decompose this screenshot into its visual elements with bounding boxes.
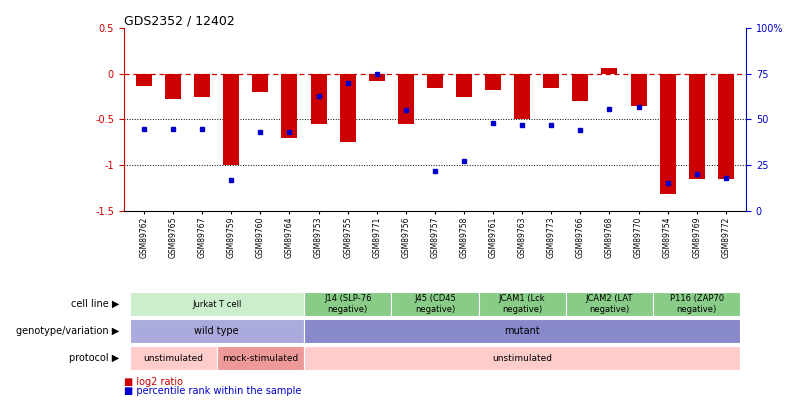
- Bar: [252, 74, 268, 92]
- FancyBboxPatch shape: [129, 292, 304, 316]
- Bar: [514, 74, 530, 119]
- Bar: [602, 68, 618, 74]
- Bar: [717, 74, 734, 179]
- Text: mock-stimulated: mock-stimulated: [223, 354, 298, 362]
- Text: ■ percentile rank within the sample: ■ percentile rank within the sample: [124, 386, 301, 396]
- Text: Jurkat T cell: Jurkat T cell: [192, 300, 242, 309]
- Bar: [485, 74, 501, 90]
- Bar: [165, 74, 181, 99]
- Bar: [630, 74, 646, 106]
- Bar: [340, 74, 356, 142]
- FancyBboxPatch shape: [653, 292, 741, 316]
- Bar: [427, 74, 443, 87]
- Bar: [223, 74, 239, 165]
- FancyBboxPatch shape: [304, 292, 391, 316]
- Text: unstimulated: unstimulated: [492, 354, 552, 362]
- Bar: [369, 74, 385, 81]
- FancyBboxPatch shape: [479, 292, 566, 316]
- Bar: [572, 74, 588, 101]
- Text: JCAM2 (LAT
negative): JCAM2 (LAT negative): [586, 294, 633, 314]
- Bar: [660, 74, 676, 194]
- FancyBboxPatch shape: [391, 292, 479, 316]
- Text: J14 (SLP-76
negative): J14 (SLP-76 negative): [324, 294, 371, 314]
- Bar: [194, 74, 210, 97]
- Bar: [398, 74, 414, 124]
- Bar: [543, 74, 559, 87]
- Text: JCAM1 (Lck
negative): JCAM1 (Lck negative): [499, 294, 546, 314]
- FancyBboxPatch shape: [304, 320, 741, 343]
- Text: ■ log2 ratio: ■ log2 ratio: [124, 377, 183, 386]
- FancyBboxPatch shape: [129, 320, 304, 343]
- FancyBboxPatch shape: [129, 346, 217, 370]
- Bar: [136, 74, 152, 86]
- Text: wild type: wild type: [195, 326, 239, 336]
- Text: cell line ▶: cell line ▶: [71, 299, 120, 309]
- Bar: [456, 74, 472, 97]
- Bar: [689, 74, 705, 179]
- Text: genotype/variation ▶: genotype/variation ▶: [17, 326, 120, 336]
- Text: mutant: mutant: [504, 326, 540, 336]
- Text: GDS2352 / 12402: GDS2352 / 12402: [124, 14, 235, 27]
- Bar: [310, 74, 326, 124]
- Text: protocol ▶: protocol ▶: [69, 353, 120, 363]
- Text: P116 (ZAP70
negative): P116 (ZAP70 negative): [670, 294, 724, 314]
- FancyBboxPatch shape: [566, 292, 653, 316]
- Text: unstimulated: unstimulated: [143, 354, 203, 362]
- Text: J45 (CD45
negative): J45 (CD45 negative): [414, 294, 456, 314]
- FancyBboxPatch shape: [217, 346, 304, 370]
- FancyBboxPatch shape: [304, 346, 741, 370]
- Bar: [282, 74, 298, 138]
